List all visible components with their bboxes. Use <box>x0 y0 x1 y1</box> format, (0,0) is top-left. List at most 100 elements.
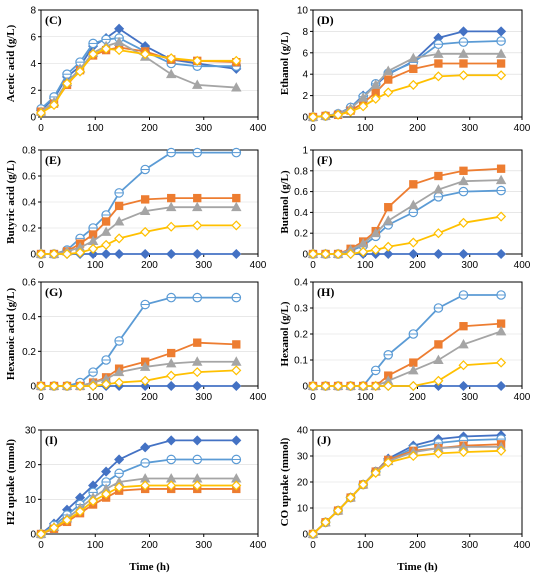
data-point-diamond <box>496 357 507 368</box>
y-tick-label: 2 <box>302 91 308 102</box>
data-point-triangle <box>231 356 242 366</box>
y-axis-label: Butanol (g/L) <box>279 170 291 234</box>
data-point-diamond <box>370 93 381 104</box>
data-point-diamond <box>408 450 419 462</box>
data-point-diamond <box>358 246 369 257</box>
data-point-diamond <box>496 26 507 37</box>
data-point-diamond <box>166 380 177 392</box>
x-tick-label: 400 <box>514 540 531 551</box>
data-point-triangle <box>113 216 125 226</box>
data-point-diamond <box>166 435 177 446</box>
data-point-diamond <box>114 482 125 493</box>
data-point-diamond <box>433 448 444 459</box>
x-tick-label: 100 <box>357 392 374 403</box>
data-point-triangle <box>113 366 125 377</box>
data-point-diamond <box>75 380 86 392</box>
x-tick-label: 200 <box>141 540 158 551</box>
panel-f: 0 0.2 0.4 0.6 0.8 1 0 100 200 300 400 Butanol (g/L)… <box>279 146 531 272</box>
data-point-diamond <box>88 248 99 260</box>
data-point-diamond <box>358 101 369 112</box>
x-tick-label: 100 <box>87 123 104 134</box>
data-point-diamond <box>140 480 151 491</box>
x-tick-label: 400 <box>250 260 267 271</box>
x-tick-label: 400 <box>250 123 267 134</box>
y-tick-label: 10 <box>25 495 37 506</box>
x-tick-label: 400 <box>250 392 267 403</box>
data-point-triangle <box>408 52 419 63</box>
data-point-diamond <box>192 435 203 446</box>
panel-label: (F) <box>317 153 332 167</box>
data-point-diamond <box>458 248 469 260</box>
y-axis-label: H2 uptake (mmol) <box>5 439 17 526</box>
data-point-triangle <box>231 82 242 92</box>
data-point-diamond <box>358 380 369 392</box>
data-point-square <box>114 201 124 211</box>
data-point-diamond <box>333 380 344 392</box>
data-point-square <box>496 164 506 173</box>
data-point-diamond <box>496 70 507 81</box>
y-tick-label: 0.6 <box>294 187 308 198</box>
data-point-diamond <box>114 233 125 244</box>
data-point-triangle <box>383 215 394 225</box>
data-point-triangle <box>433 48 444 58</box>
data-point-diamond <box>75 66 86 77</box>
x-tick-label: 300 <box>195 392 212 403</box>
data-point-diamond <box>408 79 419 90</box>
data-point-diamond <box>166 53 177 64</box>
data-point-triangle <box>433 354 444 364</box>
data-point-diamond <box>320 517 331 528</box>
x-tick-label: 300 <box>461 260 478 271</box>
data-point-triangle <box>165 201 177 212</box>
panel-e: 0 0.2 0.4 0.6 0.8 0 100 200 300 400 Butyric acid (… <box>5 146 267 272</box>
data-point-triangle <box>370 79 381 89</box>
y-tick-label: 8 <box>30 6 36 17</box>
data-point-diamond <box>496 211 507 222</box>
data-point-diamond <box>458 217 469 228</box>
y-axis-label: Hexanoic acid (g/L) <box>5 288 17 381</box>
x-tick-label: 0 <box>310 123 316 134</box>
data-point-diamond <box>61 515 73 526</box>
x-tick-label: 300 <box>195 123 212 134</box>
y-axis-label: Ethanol (g/L) <box>279 32 291 96</box>
data-point-diamond <box>458 360 469 371</box>
data-point-diamond <box>48 522 60 533</box>
data-point-diamond <box>307 528 319 540</box>
y-tick-label: 30 <box>25 426 37 437</box>
data-point-diamond <box>433 71 444 82</box>
data-point-triangle <box>192 201 203 212</box>
data-point-diamond <box>166 370 177 381</box>
y-tick-label: 6 <box>302 48 308 59</box>
data-point-diamond <box>496 248 507 260</box>
data-point-triangle <box>383 65 394 75</box>
data-point-diamond <box>231 435 242 446</box>
y-tick-label: 1 <box>302 146 308 157</box>
y-tick-label: 0 <box>302 250 308 261</box>
y-tick-label: 0.6 <box>22 172 36 183</box>
y-tick-label: 0.4 <box>22 312 36 323</box>
data-point-diamond <box>114 248 125 260</box>
data-point-diamond <box>140 248 151 260</box>
panel-label: (D) <box>317 13 334 27</box>
x-tick-label: 300 <box>195 260 212 271</box>
series-yellow <box>35 480 242 540</box>
y-tick-label: 0.6 <box>22 278 36 289</box>
data-point-diamond <box>433 375 444 386</box>
x-tick-label: 200 <box>141 392 158 403</box>
series-yellow <box>307 445 507 540</box>
data-point-diamond <box>458 70 469 81</box>
x-axis-label: Time (h) <box>397 561 438 573</box>
data-point-square <box>434 340 443 349</box>
data-point-diamond <box>307 111 319 123</box>
data-point-diamond <box>114 45 125 56</box>
data-point-diamond <box>458 26 469 37</box>
data-point-diamond <box>320 110 331 121</box>
y-tick-label: 0 <box>302 530 308 541</box>
data-point-diamond <box>383 241 394 252</box>
x-axis-label: Time (h) <box>129 561 170 573</box>
data-point-diamond <box>101 466 112 477</box>
y-tick-label: 0.4 <box>22 198 36 209</box>
x-tick-label: 0 <box>38 260 44 271</box>
y-tick-label: 10 <box>297 6 309 17</box>
